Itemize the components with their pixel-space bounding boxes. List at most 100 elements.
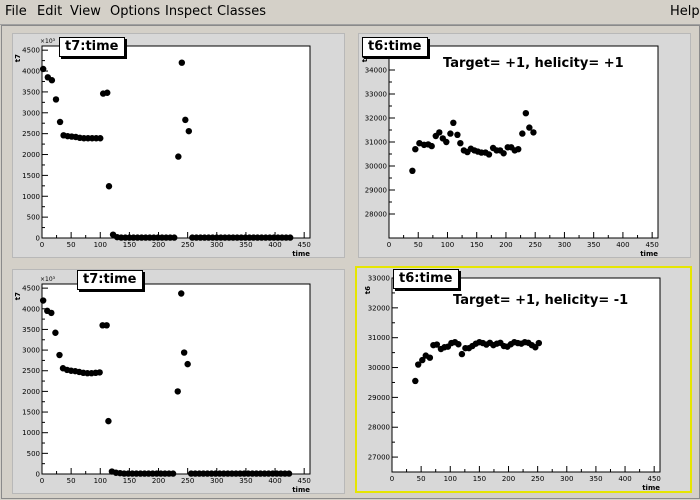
data-point — [450, 119, 457, 127]
data-point — [104, 89, 111, 96]
data-point — [526, 124, 533, 131]
menu-view[interactable]: View — [70, 4, 101, 19]
data-point — [522, 110, 530, 117]
data-point — [436, 129, 443, 136]
x-tick-label: 0 — [387, 241, 391, 249]
x-tick-label: 50 — [67, 241, 76, 249]
x-tick-label: 100 — [94, 477, 107, 485]
data-point — [96, 369, 103, 376]
data-point — [178, 59, 186, 66]
data-point — [56, 351, 63, 359]
pad-bottom-left[interactable]: 0 50 100 150 200 250 300 350 400 450 0 500 1000 1500 2… — [12, 269, 345, 494]
data-point — [500, 150, 507, 157]
data-point — [286, 234, 294, 241]
x-tick-label: 0 — [390, 475, 394, 483]
y-tick-label: 34000 — [365, 67, 387, 75]
chart-svg: 0 50 100 150 200 250 300 350 400 4500500100015002… — [14, 38, 311, 257]
plot-frame — [388, 45, 659, 239]
data-point — [457, 140, 464, 147]
x-tick-label: 150 — [470, 241, 483, 249]
y-tick-label: 32000 — [365, 115, 387, 123]
chart-svg: 0 50 100 150 200 250 300 350 400 450 27000 28000 290… — [364, 275, 661, 492]
data-point — [52, 96, 60, 103]
chart-svg: 0 50 100 150 200 250 300 350 400 4500500100015002… — [14, 276, 311, 493]
data-point — [105, 183, 113, 190]
plot-frame — [41, 45, 311, 239]
x-tick-label: 300 — [210, 241, 223, 249]
chart-svg: 0 50 100 150 200 250 300 350 400 450 28000 29000 300… — [361, 43, 659, 258]
y-tick-label: 0 — [36, 471, 40, 479]
pad-top-left[interactable]: 0 50 100 150 200 250 300 350 400 450 0 500 1000 1500 2… — [12, 33, 345, 258]
data-point — [515, 146, 522, 153]
x-tick-label: 450 — [297, 477, 310, 485]
x-tick-label: 200 — [499, 241, 512, 249]
pad-bottom-right[interactable]: 0 50 100 150 200 250 300 350 400 450 27000 28000 290… — [355, 266, 692, 493]
x-tick-label: 300 — [210, 477, 223, 485]
x-tick-label: 250 — [531, 475, 544, 483]
data-point — [412, 146, 419, 153]
menu-help[interactable]: Help — [670, 4, 700, 19]
y-tick-label: 28000 — [368, 424, 390, 432]
y-tick-label: 29000 — [368, 394, 390, 402]
x-tick-label: 100 — [441, 241, 454, 249]
menu-inspect[interactable]: Inspect — [165, 4, 213, 19]
y-tick-label: 33000 — [368, 275, 390, 283]
histogram-title[interactable]: t6:time — [393, 269, 459, 289]
data-point — [409, 167, 416, 174]
menu-edit[interactable]: Edit — [37, 4, 63, 19]
y-tick-label: 1500 — [22, 172, 40, 180]
y-exponent-label: ×10³ — [40, 38, 56, 45]
x-tick-label: 350 — [239, 477, 252, 485]
data-point — [532, 344, 539, 351]
x-axis-label: time — [292, 250, 310, 257]
x-tick-label: 350 — [589, 475, 602, 483]
y-tick-label: 1000 — [22, 193, 40, 201]
data-point — [485, 151, 493, 158]
y-tick-label: 3000 — [22, 109, 40, 117]
y-tick-label: 4000 — [22, 305, 40, 313]
x-tick-label: 450 — [647, 475, 660, 483]
histogram-title[interactable]: t7:time — [59, 37, 125, 57]
x-tick-label: 250 — [181, 477, 194, 485]
y-tick-label: 32000 — [368, 304, 390, 312]
histogram-title[interactable]: t6:time — [362, 37, 428, 57]
data-point — [48, 309, 55, 317]
x-tick-label: 250 — [529, 241, 542, 249]
x-tick-label: 400 — [268, 241, 281, 249]
x-tick-label: 400 — [268, 477, 281, 485]
y-tick-label: 31000 — [365, 139, 387, 147]
x-tick-label: 300 — [560, 475, 573, 483]
data-point — [180, 349, 188, 356]
menu-file[interactable]: File — [5, 4, 27, 19]
x-tick-label: 150 — [473, 475, 486, 483]
data-point — [105, 417, 112, 425]
y-tick-label: 500 — [27, 214, 40, 222]
y-tick-label: 27000 — [368, 454, 390, 462]
data-point — [39, 297, 47, 304]
y-tick-label: 0 — [36, 235, 40, 243]
histogram-title[interactable]: t7:time — [77, 270, 143, 290]
y-tick-label: 3500 — [22, 88, 40, 96]
menu-options[interactable]: Options — [110, 4, 161, 19]
data-point — [175, 153, 182, 160]
data-point — [454, 131, 461, 138]
pad-top-right[interactable]: 0 50 100 150 200 250 300 350 400 450 28000 29000 300… — [358, 33, 691, 258]
data-point — [182, 116, 189, 124]
data-point — [455, 341, 462, 348]
canvas-area[interactable]: 0 50 100 150 200 250 300 350 400 450 0 500 1000 1500 2… — [1, 25, 700, 499]
data-point — [185, 127, 193, 135]
data-point — [184, 360, 191, 368]
x-tick-label: 150 — [123, 477, 136, 485]
data-point — [443, 138, 450, 146]
y-tick-label: 30000 — [365, 163, 387, 171]
x-tick-label: 150 — [123, 241, 136, 249]
y-tick-label: 4000 — [22, 68, 40, 76]
data-point — [426, 354, 434, 361]
x-tick-label: 0 — [40, 477, 44, 485]
x-tick-label: 400 — [618, 475, 631, 483]
data-point — [174, 388, 181, 395]
y-axis-label: t6 — [361, 54, 369, 62]
x-tick-label: 250 — [181, 241, 194, 249]
y-axis-label: t6 — [364, 286, 372, 294]
menu-classes[interactable]: Classes — [217, 4, 266, 19]
